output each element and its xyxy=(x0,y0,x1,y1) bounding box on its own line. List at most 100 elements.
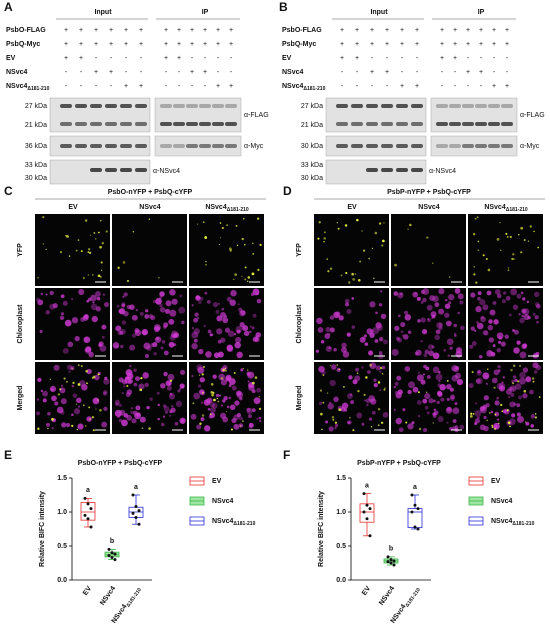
yfp-signal xyxy=(59,250,63,254)
chloroplast xyxy=(164,308,171,314)
chloroplast xyxy=(329,327,335,333)
yfp-signal xyxy=(37,427,40,430)
chloroplast xyxy=(527,315,531,320)
band xyxy=(381,168,393,172)
chloroplast xyxy=(378,351,383,355)
chloroplast xyxy=(247,414,252,419)
band xyxy=(366,122,378,126)
chloroplast xyxy=(417,319,421,323)
yfp-signal xyxy=(394,263,397,267)
row-label-sub: Δ181-210 xyxy=(27,86,49,92)
chloroplast xyxy=(168,341,175,348)
chloroplast xyxy=(256,292,259,295)
chloroplast xyxy=(128,380,132,385)
chloroplast xyxy=(453,334,457,337)
sign: + xyxy=(124,83,128,90)
yfp-signal xyxy=(92,274,94,276)
chloroplast xyxy=(60,398,67,405)
chloroplast xyxy=(207,329,212,334)
sign: + xyxy=(177,41,181,48)
sign: - xyxy=(80,83,83,90)
chloroplast xyxy=(143,342,151,350)
band xyxy=(135,168,147,172)
chloroplast xyxy=(477,291,482,296)
yfp-signal xyxy=(520,251,523,254)
chloroplast xyxy=(121,320,127,325)
chloroplast xyxy=(382,411,389,418)
chloroplast xyxy=(333,396,339,403)
chloroplast xyxy=(450,394,455,400)
chloroplast xyxy=(118,403,122,407)
yfp-signal xyxy=(203,366,205,368)
sign: + xyxy=(177,55,181,62)
band xyxy=(60,104,72,108)
band xyxy=(173,144,185,148)
yfp-signal xyxy=(224,369,227,372)
chloroplast xyxy=(162,415,166,418)
chloroplast xyxy=(92,397,100,405)
chloroplast xyxy=(191,374,194,378)
chloroplast xyxy=(443,349,446,352)
chloroplast xyxy=(516,340,521,345)
yfp-signal xyxy=(49,378,52,381)
chloroplast xyxy=(141,328,149,336)
yfp-signal xyxy=(482,254,485,257)
point xyxy=(83,513,87,517)
yfp-signal xyxy=(82,276,85,280)
chloroplast xyxy=(530,424,535,428)
chloroplast xyxy=(236,329,241,334)
chloroplast xyxy=(119,409,126,416)
yfp-signal xyxy=(523,389,527,393)
chloroplast xyxy=(375,322,382,329)
sign: + xyxy=(79,41,83,48)
chloroplast xyxy=(482,372,490,380)
chloroplast xyxy=(522,393,528,399)
yfp-signal xyxy=(99,408,102,412)
chloroplast xyxy=(211,403,218,409)
chloroplast xyxy=(168,414,172,417)
yfp-signal xyxy=(432,422,434,424)
point xyxy=(365,517,369,521)
yfp-signal xyxy=(97,231,100,234)
chloroplast xyxy=(159,296,163,300)
row-label: EV xyxy=(282,55,292,62)
chloroplast xyxy=(197,366,205,374)
band xyxy=(160,122,172,126)
chloroplast xyxy=(234,341,241,349)
yfp-signal xyxy=(202,221,205,223)
row-label: NSvc4 xyxy=(6,69,28,76)
yfp-signal xyxy=(88,251,92,254)
chloroplast xyxy=(379,389,382,392)
micrograph xyxy=(468,214,543,286)
yfp-signal xyxy=(379,366,383,370)
chloroplast xyxy=(251,326,255,330)
yfp-signal xyxy=(235,224,238,227)
y-tick-label: 0.0 xyxy=(336,577,346,584)
chloroplast xyxy=(222,364,228,370)
chloroplast xyxy=(154,326,160,333)
chloroplast xyxy=(445,406,453,414)
yfp-signal xyxy=(487,368,489,370)
chloroplast xyxy=(212,374,217,379)
chloroplast xyxy=(519,377,526,385)
yfp-signal xyxy=(218,243,221,246)
chloroplast xyxy=(426,375,431,379)
sign: - xyxy=(95,55,98,62)
chloroplast xyxy=(259,419,262,423)
sign: - xyxy=(165,83,168,90)
chloroplast xyxy=(329,401,332,404)
chloroplast xyxy=(393,408,396,412)
yfp-signal xyxy=(68,255,71,257)
band xyxy=(75,144,87,148)
yfp-signal xyxy=(251,272,255,276)
chloroplast xyxy=(251,389,256,394)
chloroplast xyxy=(70,297,74,301)
chloroplast xyxy=(231,385,237,391)
sign: + xyxy=(440,27,444,34)
chloroplast xyxy=(159,307,166,313)
sign: - xyxy=(165,69,168,76)
chloroplast xyxy=(117,415,121,419)
band xyxy=(60,122,72,126)
chloroplast xyxy=(101,421,108,428)
yfp-signal xyxy=(97,274,101,278)
